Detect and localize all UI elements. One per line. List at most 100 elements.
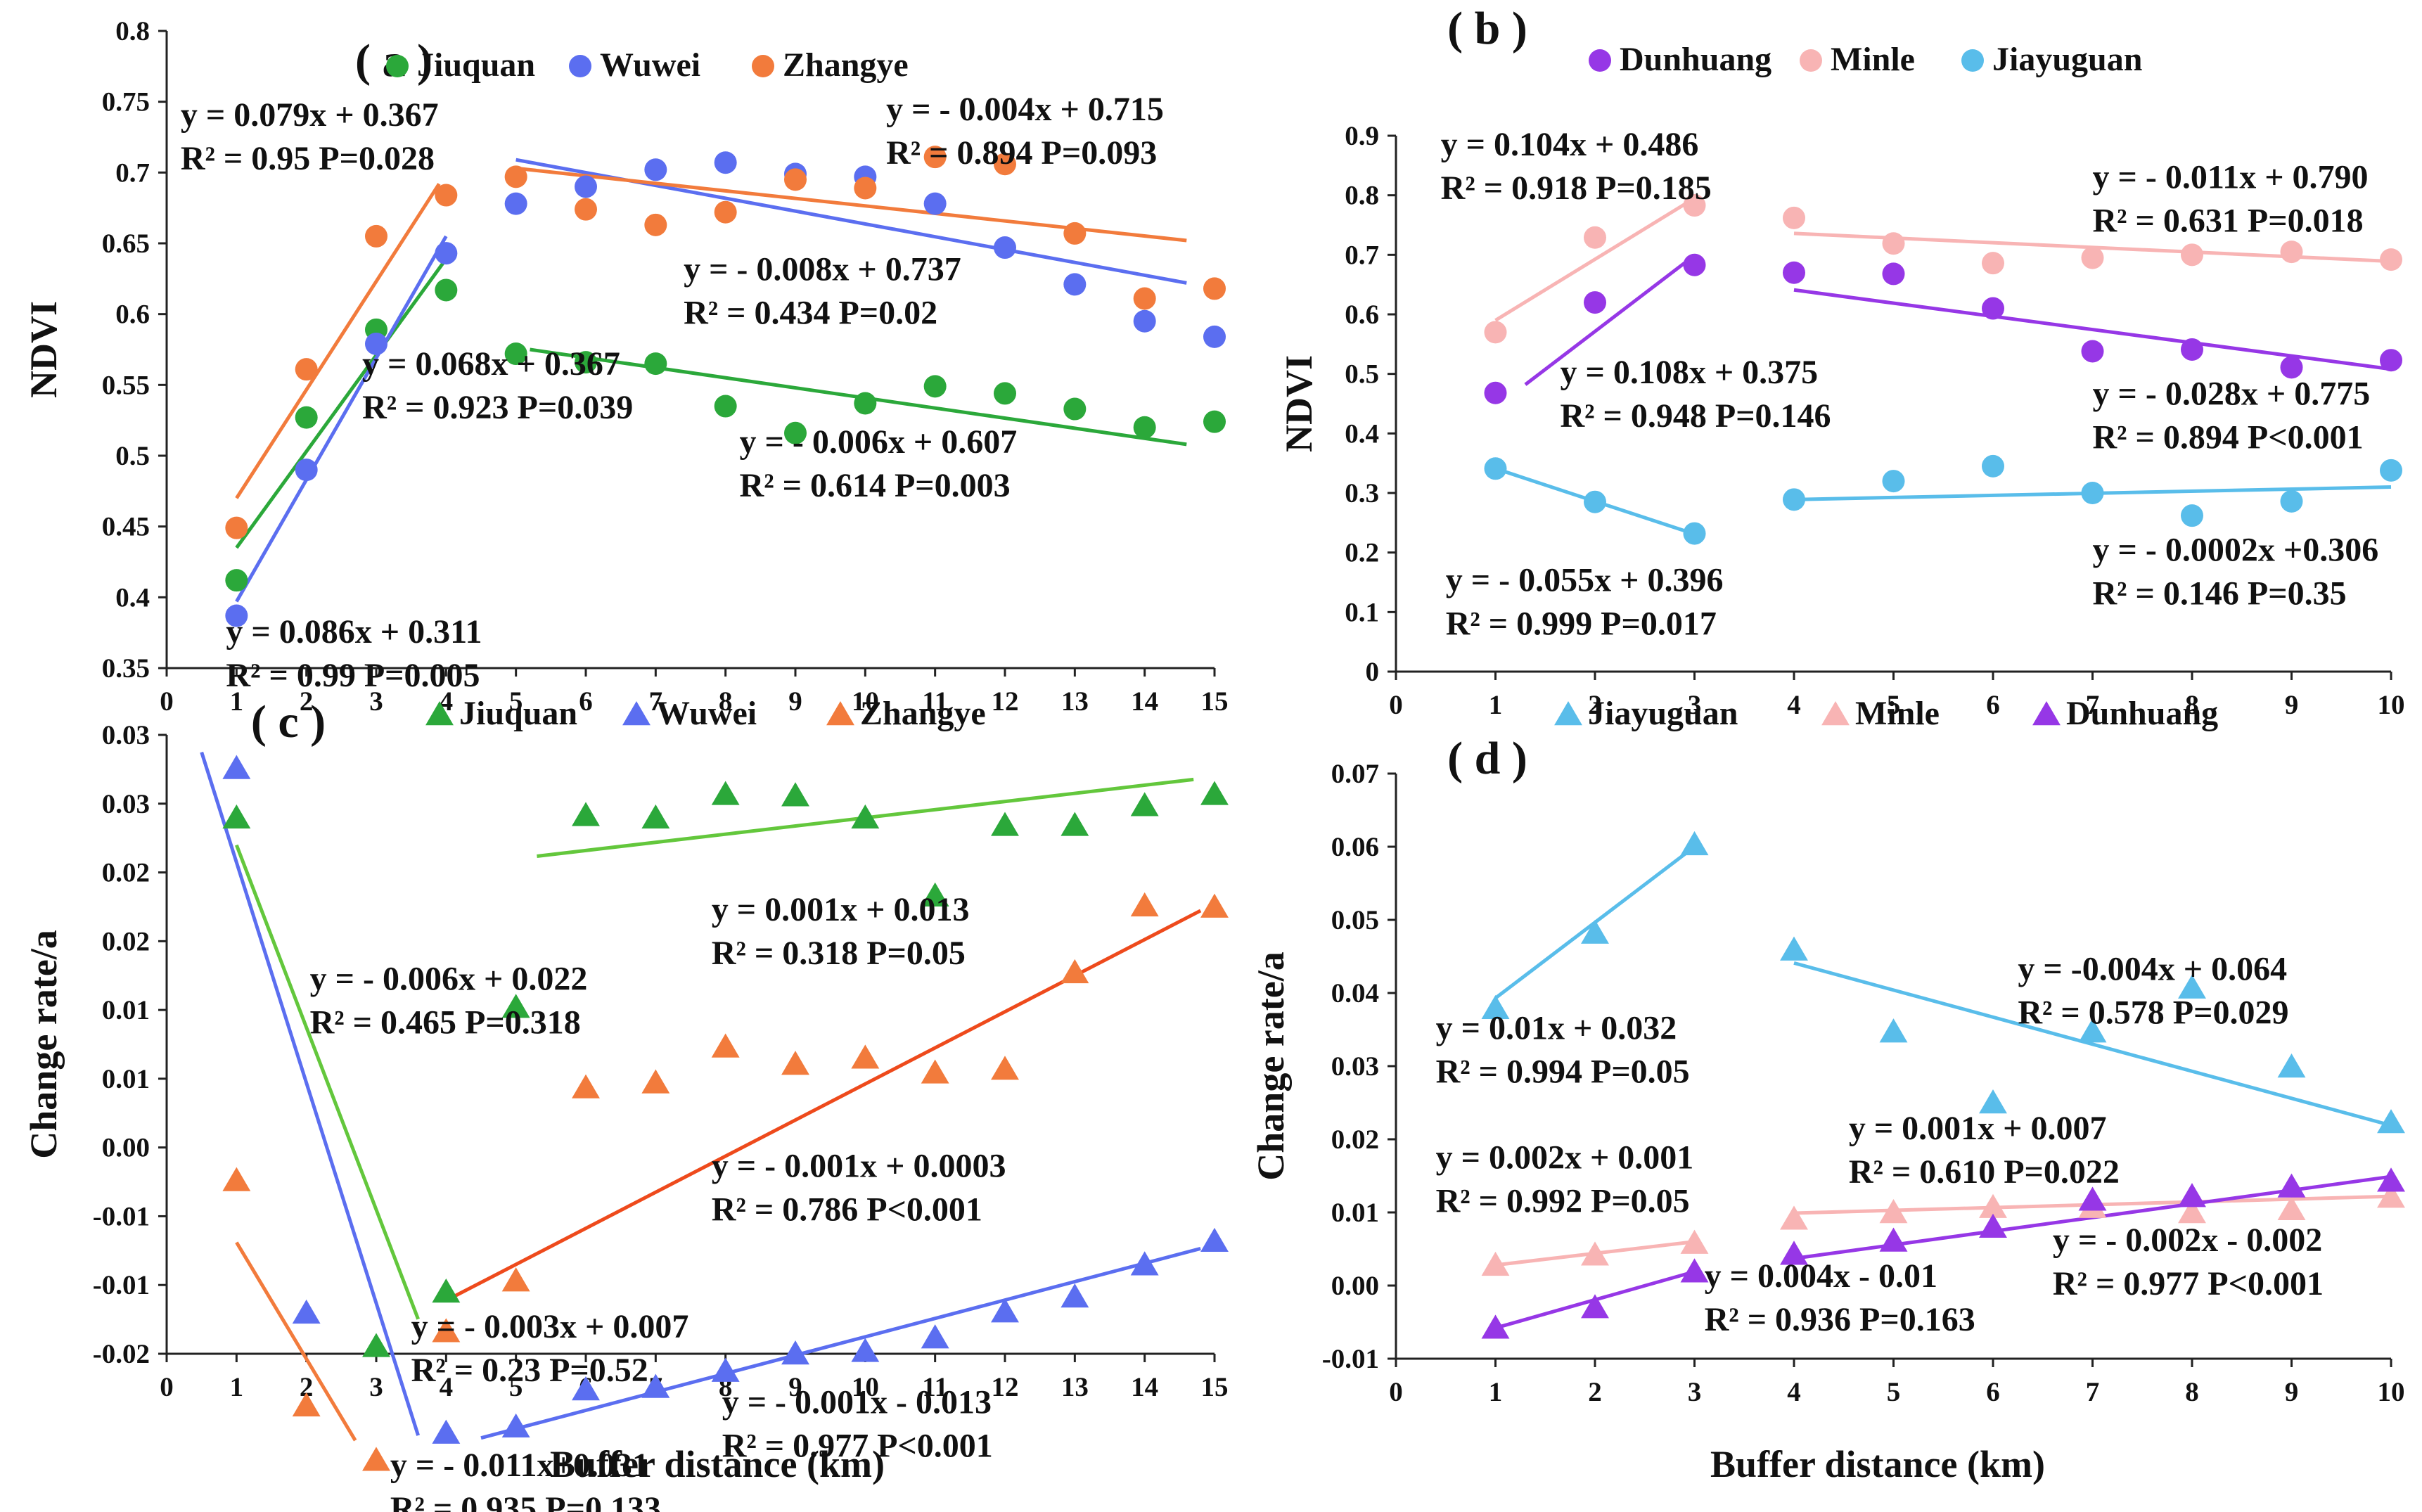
x-tick-label: 7	[2086, 690, 2100, 720]
y-tick-label: 0.8	[1345, 181, 1379, 211]
equation-label: y = - 0.002x - 0.002	[2053, 1222, 2322, 1259]
data-point-wuwei	[292, 1299, 321, 1324]
y-tick-label: 0.2	[1345, 538, 1379, 568]
r2-label: R² = 0.23 P=0.52	[411, 1352, 648, 1389]
x-tick-label: 14	[1131, 1372, 1158, 1402]
x-tick-label: 10	[2378, 1377, 2405, 1407]
x-tick-label: 5	[509, 1372, 523, 1402]
y-tick-label: 0.4	[115, 582, 150, 613]
legend-label: Jiayuguan	[1588, 695, 1738, 732]
data-point-minle	[1882, 232, 1905, 255]
data-point-minle	[2377, 1184, 2405, 1208]
r2-label: R² = 0.923 P=0.039	[362, 389, 633, 426]
y-tick-label: 0.05	[1331, 905, 1379, 935]
equation-label: y = - 0.004x + 0.715	[886, 91, 1164, 128]
trendline	[1793, 961, 2392, 1127]
data-point-wuwei	[295, 459, 318, 482]
r2-label: R² = 0.918 P=0.185	[1441, 169, 1712, 207]
y-tick-label: 0.06	[1331, 832, 1379, 862]
data-point-minle	[2277, 1196, 2306, 1221]
x-tick-label: 7	[649, 686, 663, 717]
x-tick-label: 5	[509, 686, 523, 717]
data-point-wuwei	[714, 151, 737, 174]
data-point-jiuquan	[784, 421, 807, 444]
legend-label: Wuwei	[600, 46, 700, 84]
data-point-minle	[2081, 246, 2104, 269]
data-point-zhangye	[1063, 222, 1087, 245]
data-point-zhangye	[923, 146, 947, 169]
equation-label: y = - 0.008x + 0.737	[684, 250, 961, 288]
legend-label: Zhangye	[860, 695, 986, 732]
data-point-wuwei	[365, 332, 387, 355]
data-point-wuwei	[1130, 1251, 1159, 1276]
y-tick-label: 0.1	[1345, 597, 1379, 627]
data-point-dunhuang	[2280, 356, 2303, 379]
r2-label: R² = 0.999 P=0.017	[1446, 606, 1717, 643]
trendline	[1524, 254, 1696, 386]
data-point-minle	[1481, 1251, 1510, 1276]
data-point-jiuquan	[1061, 812, 1089, 836]
data-point-jiayuguan	[1783, 488, 1805, 511]
x-tick-label: 6	[1986, 690, 2000, 720]
x-tick-label: 0	[1389, 690, 1403, 720]
data-point-dunhuang	[2181, 338, 2203, 361]
y-tick-label: 0.01	[102, 995, 150, 1025]
y-tick-label: -0.01	[93, 1201, 150, 1231]
data-point-jiuquan	[851, 804, 880, 829]
trendline	[515, 166, 1187, 243]
y-tick-label: 0.03	[102, 720, 150, 750]
trendline	[235, 183, 441, 499]
x-tick-label: 9	[788, 1372, 802, 1402]
data-point-jiuquan	[644, 352, 667, 376]
y-tick-label: 0.35	[102, 653, 150, 684]
data-point-dunhuang	[1581, 1294, 1609, 1319]
x-tick-label: 4	[1787, 690, 1801, 720]
x-tick-label: 2	[1588, 690, 1602, 720]
data-point-dunhuang	[2078, 1186, 2107, 1211]
data-point-minle	[1683, 194, 1706, 217]
data-point-wuwei	[575, 175, 597, 198]
x-tick-label: 3	[369, 686, 383, 717]
data-point-minle	[2380, 248, 2402, 271]
data-point-jiuquan	[572, 802, 600, 826]
data-point-zhangye	[501, 1267, 530, 1292]
x-tick-label: 8	[2185, 690, 2199, 720]
data-point-wuwei	[225, 604, 248, 627]
y-tick-label: -0.02	[93, 1339, 150, 1369]
x-tick-label: 11	[922, 686, 948, 717]
data-point-dunhuang	[1879, 1227, 1908, 1252]
data-point-jiayuguan	[2377, 1109, 2405, 1134]
data-point-minle	[1584, 226, 1606, 249]
y-tick-label: 0.75	[102, 87, 150, 117]
equation-label: y = - 0.055x + 0.396	[1446, 562, 1724, 599]
y-axis-label: Change rate/a	[23, 930, 65, 1158]
legend-marker	[1821, 701, 1850, 726]
equation-label: y = - 0.001x - 0.013	[722, 1383, 992, 1421]
data-point-wuwei	[504, 192, 527, 215]
data-point-wuwei	[1063, 273, 1087, 296]
data-point-jiuquan	[781, 782, 809, 807]
trendline	[480, 1246, 1201, 1440]
r2-label: R² = 0.935 P=0.133	[390, 1490, 661, 1512]
y-tick-label: 0.4	[1345, 418, 1379, 449]
r2-label: R² = 0.786 P<0.001	[712, 1191, 982, 1228]
data-point-jiuquan	[994, 382, 1016, 405]
equation-label: y = 0.108x + 0.375	[1560, 354, 1818, 391]
data-point-jiuquan	[295, 406, 318, 429]
data-point-jiuquan	[1200, 781, 1229, 805]
data-point-dunhuang	[2377, 1167, 2405, 1192]
data-point-dunhuang	[1982, 297, 2004, 320]
data-point-zhangye	[1133, 287, 1156, 310]
data-point-wuwei	[1061, 1283, 1089, 1308]
data-point-zhangye	[365, 224, 387, 248]
legend-label: Dunhuang	[2066, 695, 2218, 732]
x-tick-label: 0	[160, 686, 174, 717]
data-point-jiayuguan	[1481, 994, 1510, 1020]
legend-label: Minle	[1831, 41, 1915, 78]
r2-label: R² = 0.465 P=0.318	[310, 1004, 581, 1042]
data-point-zhangye	[1061, 959, 1089, 984]
y-tick-label: -0.01	[1322, 1344, 1379, 1374]
data-point-wuwei	[222, 755, 251, 779]
data-point-jiuquan	[435, 278, 458, 302]
data-point-zhangye	[711, 1033, 740, 1058]
